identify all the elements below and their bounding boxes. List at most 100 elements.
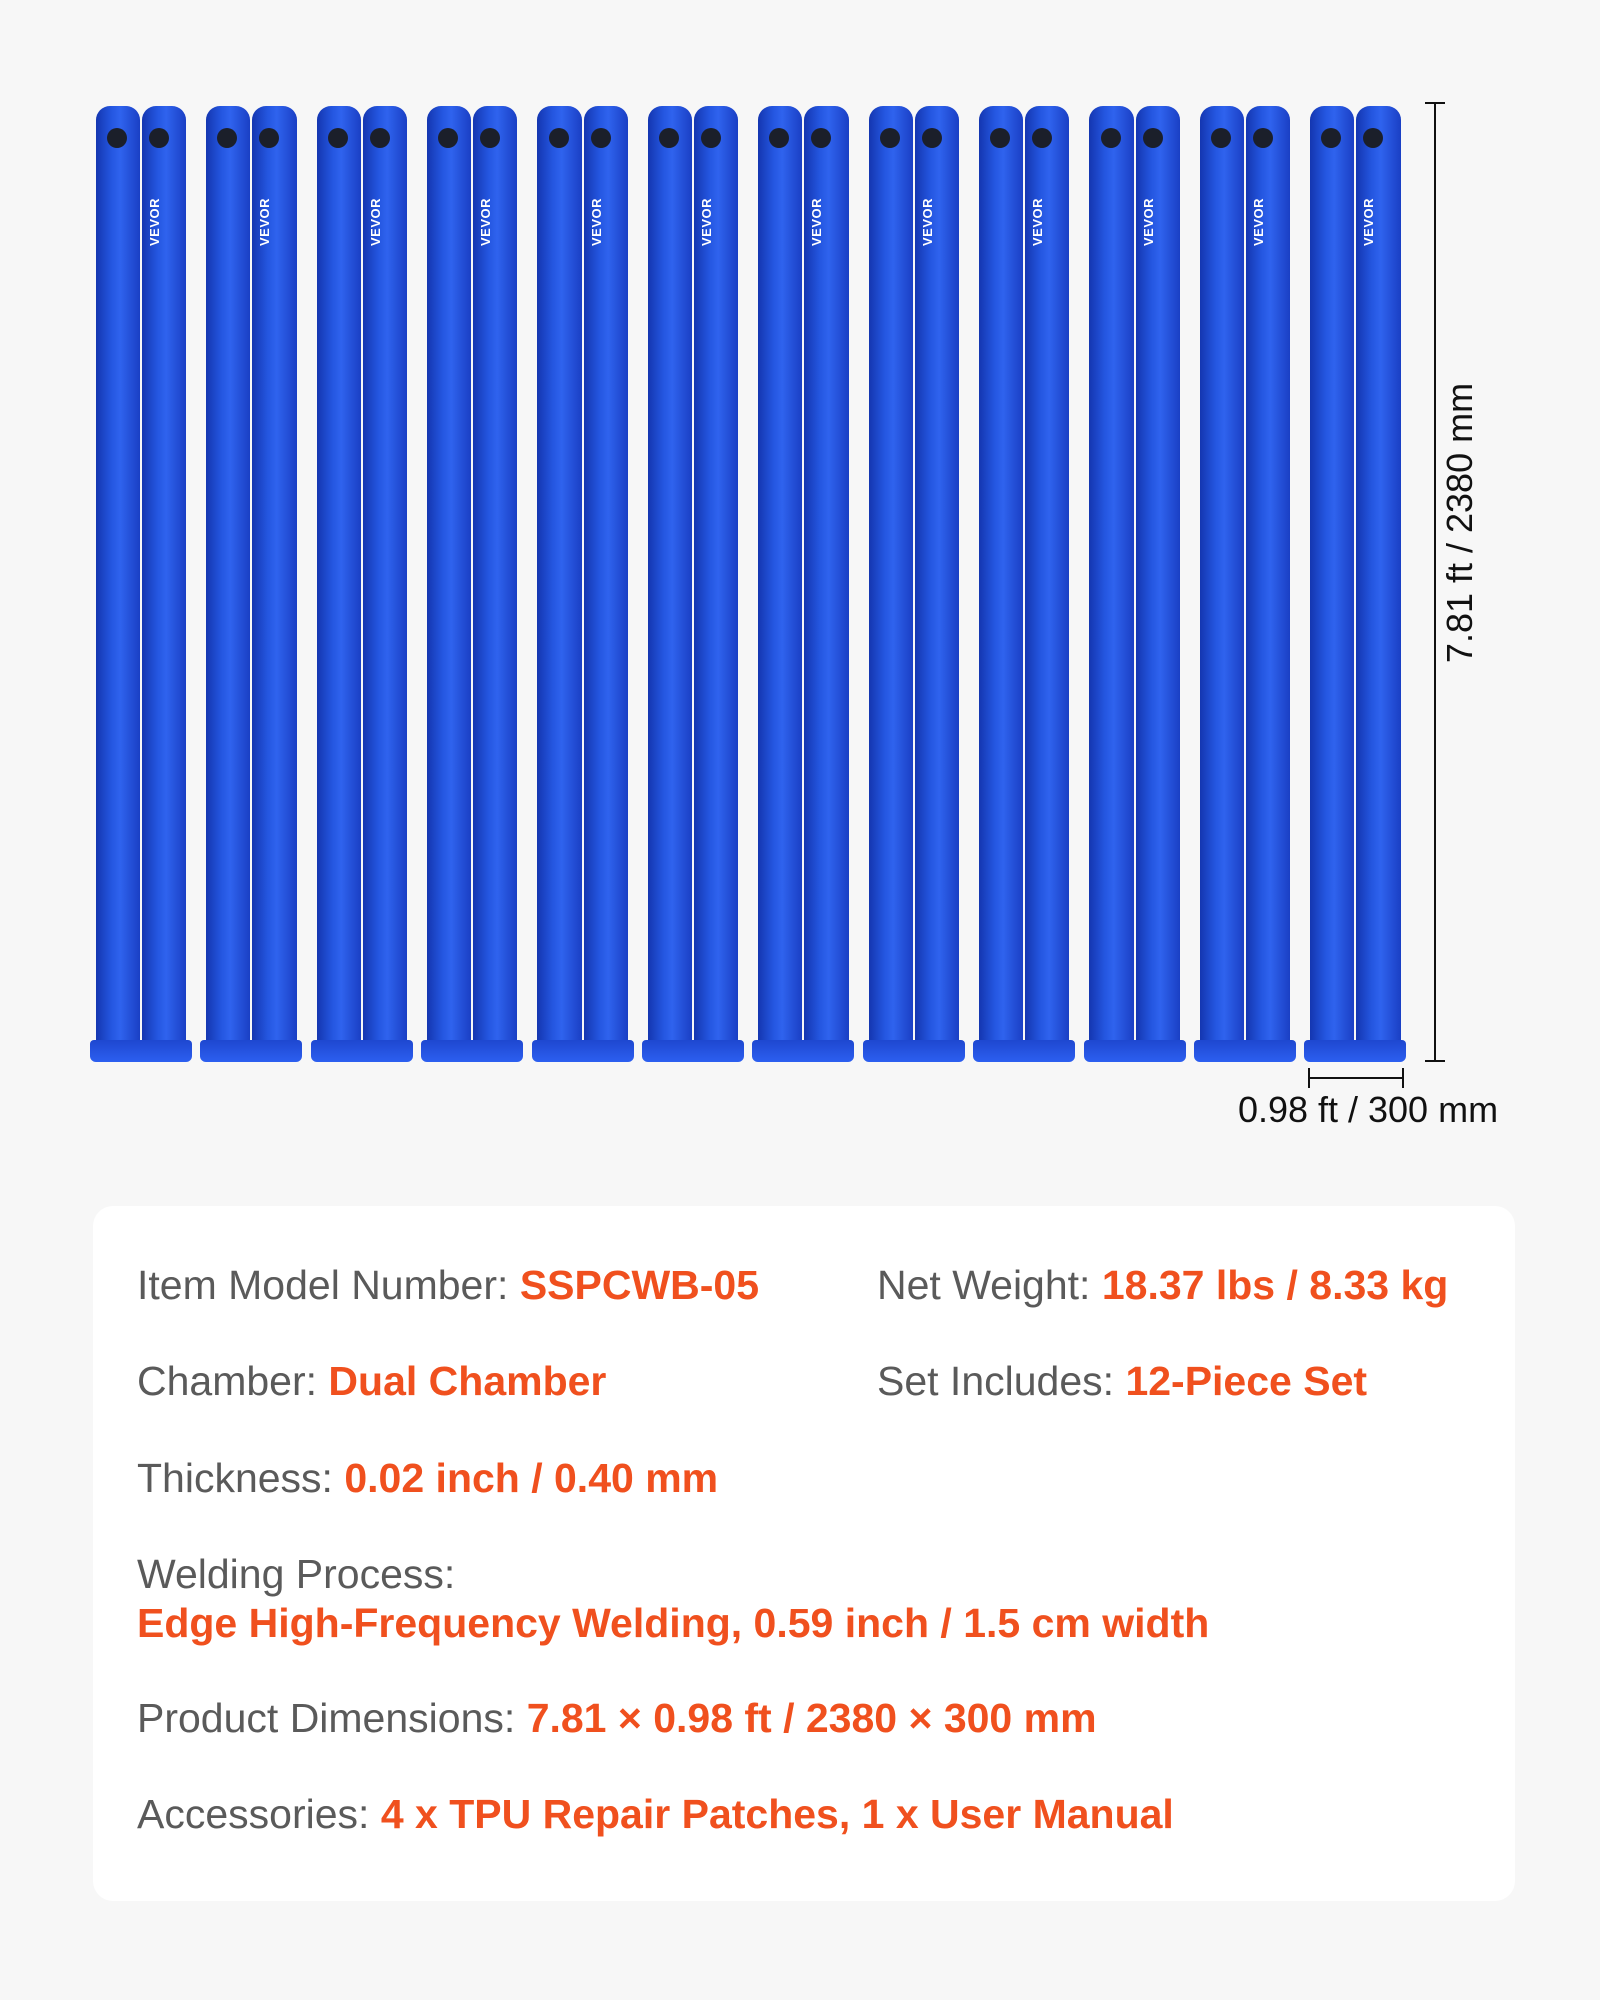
valve-icon xyxy=(438,128,459,148)
spec-thickness: Thickness: 0.02 inch / 0.40 mm xyxy=(137,1455,718,1502)
valve-icon xyxy=(327,128,348,148)
water-tube: VEVOR xyxy=(1083,102,1186,1062)
spec-value: Edge High-Frequency Welding, 0.59 inch /… xyxy=(137,1600,1210,1646)
tube-chamber xyxy=(804,106,849,1056)
tube-chamber xyxy=(1025,106,1070,1056)
spec-label: Item Model Number: xyxy=(137,1262,509,1308)
product-image: VEVOR VEVOR VEVOR VEVOR VEVOR VEVOR VEVOR VEVOR… xyxy=(90,102,1407,1062)
valve-icon xyxy=(1032,128,1053,148)
tube-chamber xyxy=(316,106,361,1056)
water-tube: VEVOR xyxy=(90,102,192,1062)
valve-icon xyxy=(1363,128,1384,148)
spec-value: 18.37 lbs / 8.33 kg xyxy=(1101,1262,1449,1308)
water-tube: VEVOR xyxy=(1194,102,1296,1062)
tube-base xyxy=(421,1040,524,1062)
spec-chamber: Chamber: Dual Chamber xyxy=(137,1358,606,1405)
tube-chamber xyxy=(473,106,518,1056)
tube-base xyxy=(642,1040,744,1062)
spec-value: 0.02 inch / 0.40 mm xyxy=(344,1455,719,1501)
brand-logo: VEVOR xyxy=(1140,198,1156,247)
valve-icon xyxy=(217,128,238,148)
tube-chamber xyxy=(1245,106,1291,1056)
tube-chamber xyxy=(1089,106,1134,1056)
tube-base xyxy=(752,1040,855,1062)
valve-icon xyxy=(990,128,1011,148)
tube-base xyxy=(200,1040,303,1062)
brand-logo: VEVOR xyxy=(367,198,383,247)
spec-label: Thickness: xyxy=(137,1455,333,1501)
brand-logo: VEVOR xyxy=(147,198,162,247)
spec-card xyxy=(93,1206,1515,1901)
water-tube: VEVOR xyxy=(642,102,744,1062)
spec-value: 4 x TPU Repair Patches, 1 x User Manual xyxy=(380,1791,1174,1837)
valve-icon xyxy=(107,128,127,148)
tube-chamber xyxy=(979,106,1024,1056)
spec-label: Accessories: xyxy=(137,1791,370,1837)
brand-logo: VEVOR xyxy=(699,198,714,247)
tube-chamber xyxy=(1356,106,1401,1056)
tube-chamber xyxy=(95,106,141,1056)
spec-label: Net Weight: xyxy=(877,1262,1091,1308)
spec-value: 12-Piece Set xyxy=(1125,1358,1368,1404)
tube-base xyxy=(1194,1040,1296,1062)
spec-model: Item Model Number: SSPCWB-05 xyxy=(137,1262,759,1309)
water-tube: VEVOR xyxy=(310,102,413,1062)
brand-logo: VEVOR xyxy=(1030,198,1046,247)
valve-icon xyxy=(659,128,679,148)
tube-chamber xyxy=(252,106,297,1056)
spec-set: Set Includes: 12-Piece Set xyxy=(877,1358,1367,1405)
tube-chamber xyxy=(758,106,803,1056)
height-dimension-label: 7.81 ft / 2380 mm xyxy=(1439,382,1480,664)
tube-chamber xyxy=(362,106,407,1056)
water-tube: VEVOR xyxy=(752,102,855,1062)
brand-logo: VEVOR xyxy=(809,198,825,247)
tube-chamber xyxy=(914,106,959,1056)
valve-icon xyxy=(769,128,790,148)
tube-chamber xyxy=(1310,106,1355,1056)
tube-base xyxy=(973,1040,1076,1062)
water-tube: VEVOR xyxy=(1304,102,1407,1062)
brand-logo: VEVOR xyxy=(588,198,604,247)
spec-label: Set Includes: xyxy=(877,1358,1115,1404)
tube-chamber xyxy=(583,106,628,1056)
width-dimension-label: 0.98 ft / 300 mm xyxy=(1237,1089,1499,1130)
spec-weight: Net Weight: 18.37 lbs / 8.33 kg xyxy=(877,1262,1448,1309)
spec-label: Welding Process: xyxy=(137,1551,456,1597)
tube-chamber xyxy=(647,106,693,1056)
valve-icon xyxy=(369,128,390,148)
spec-welding: Welding Process: xyxy=(137,1551,455,1598)
tube-chamber xyxy=(1135,106,1180,1056)
valve-icon xyxy=(921,128,942,148)
water-tube: VEVOR xyxy=(862,102,965,1062)
tube-chamber xyxy=(868,106,913,1056)
tube-chamber xyxy=(141,106,187,1056)
tube-chamber xyxy=(537,106,582,1056)
valve-icon xyxy=(1100,128,1121,148)
tube-base xyxy=(862,1040,965,1062)
water-tube: VEVOR xyxy=(973,102,1076,1062)
spec-value: 7.81 × 0.98 ft / 2380 × 300 mm xyxy=(526,1695,1097,1741)
spec-dimensions: Product Dimensions: 7.81 × 0.98 ft / 238… xyxy=(137,1695,1097,1742)
water-tube: VEVOR xyxy=(531,102,634,1062)
brand-logo: VEVOR xyxy=(1361,198,1377,247)
tube-chamber xyxy=(693,106,739,1056)
valve-icon xyxy=(149,128,169,148)
brand-logo: VEVOR xyxy=(919,198,935,247)
valve-icon xyxy=(548,128,569,148)
spec-value: Dual Chamber xyxy=(328,1358,607,1404)
valve-icon xyxy=(480,128,501,148)
valve-icon xyxy=(811,128,832,148)
tube-base xyxy=(531,1040,634,1062)
height-dimension-line xyxy=(1425,102,1445,1062)
tube-base xyxy=(1083,1040,1186,1062)
valve-icon xyxy=(1321,128,1342,148)
tube-chamber xyxy=(206,106,251,1056)
brand-logo: VEVOR xyxy=(1251,198,1266,247)
spec-value: SSPCWB-05 xyxy=(519,1262,760,1308)
brand-logo: VEVOR xyxy=(478,198,494,247)
water-tube: VEVOR xyxy=(200,102,303,1062)
valve-icon xyxy=(1211,128,1231,148)
water-tube: VEVOR xyxy=(421,102,524,1062)
valve-icon xyxy=(879,128,900,148)
spec-accessories: Accessories: 4 x TPU Repair Patches, 1 x… xyxy=(137,1791,1174,1838)
